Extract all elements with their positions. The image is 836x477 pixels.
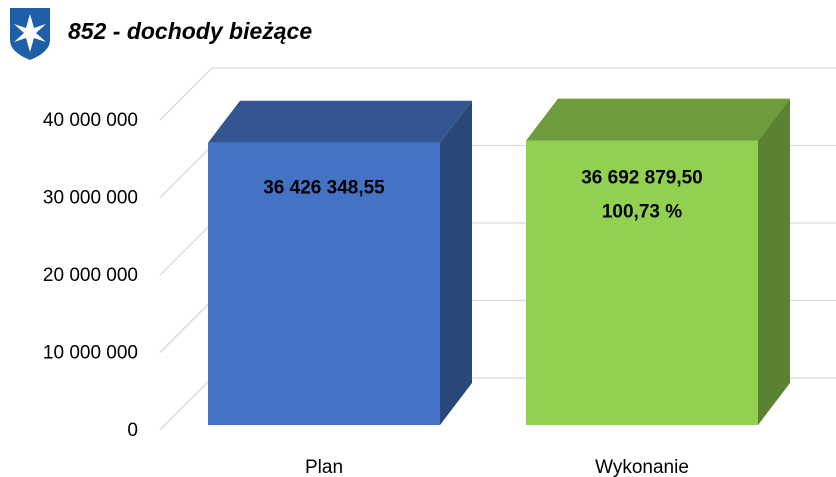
bar-top — [208, 100, 472, 143]
bar-side — [758, 98, 790, 425]
annotation: 100,73 % — [602, 202, 682, 223]
bar-front — [208, 142, 440, 425]
x-tick-label: Plan — [305, 457, 343, 477]
value-label: 36 426 348,55 — [263, 178, 385, 199]
logo — [10, 8, 50, 60]
y-tick-label: 10 000 000 — [43, 343, 138, 364]
x-tick-label: Wykonanie — [595, 457, 689, 477]
bar-side — [440, 100, 472, 425]
bar-top — [526, 98, 790, 141]
grid-line — [159, 67, 836, 121]
y-tick-label: 40 000 000 — [43, 110, 138, 131]
chart-title: 852 - dochody bieżące — [68, 18, 312, 44]
bar-front — [526, 140, 758, 425]
y-tick-label: 20 000 000 — [43, 265, 138, 286]
y-tick-label: 0 — [127, 420, 138, 441]
value-label: 36 692 879,50 — [581, 168, 703, 189]
y-tick-label: 30 000 000 — [43, 188, 138, 209]
